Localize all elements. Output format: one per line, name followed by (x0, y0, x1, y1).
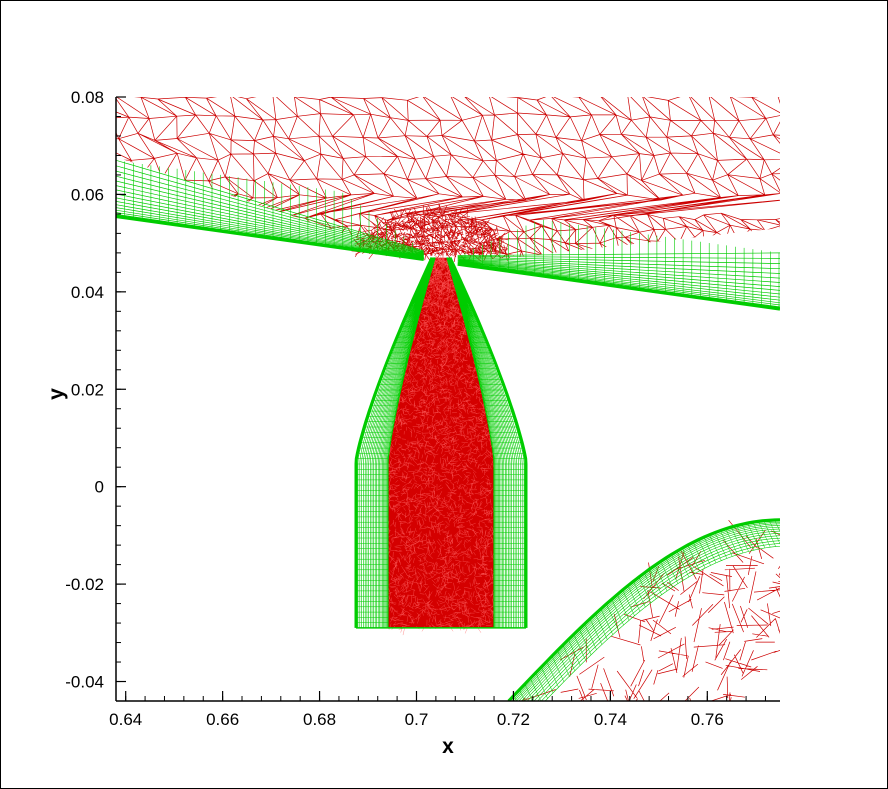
x-tick-label: 0.7 (405, 710, 429, 729)
lower-body-wall (507, 518, 780, 701)
x-tick-label: 0.68 (303, 710, 336, 729)
upper-wall-line-left (116, 214, 425, 261)
x-tick-label: 0.72 (497, 710, 530, 729)
x-tick-label: 0.74 (594, 710, 627, 729)
mesh-layer (116, 97, 780, 701)
orifice-body-layer (355, 257, 527, 628)
axes-layer (115, 96, 780, 702)
lower-body-layer (508, 519, 780, 701)
x-tick-label: 0.76 (691, 710, 724, 729)
x-tick-label: 0.66 (206, 710, 239, 729)
x-axis-title: x (442, 735, 454, 758)
lower-body-layer (508, 519, 780, 701)
lower-body-layer (521, 519, 780, 701)
upper-wall-layer (116, 160, 780, 309)
y-tick-label: 0 (95, 478, 104, 497)
y-tick-label: -0.04 (65, 673, 104, 692)
y-tick-label: -0.02 (65, 575, 104, 594)
y-axis-title: y (45, 388, 68, 400)
y-tick-label: 0.02 (71, 380, 104, 399)
x-tick-label: 0.64 (109, 710, 142, 729)
y-tick-label: 0.08 (71, 88, 104, 107)
y-tick-label: 0.06 (71, 185, 104, 204)
y-tick-label: 0.04 (71, 283, 104, 302)
upper-wall-line-right (457, 262, 780, 311)
